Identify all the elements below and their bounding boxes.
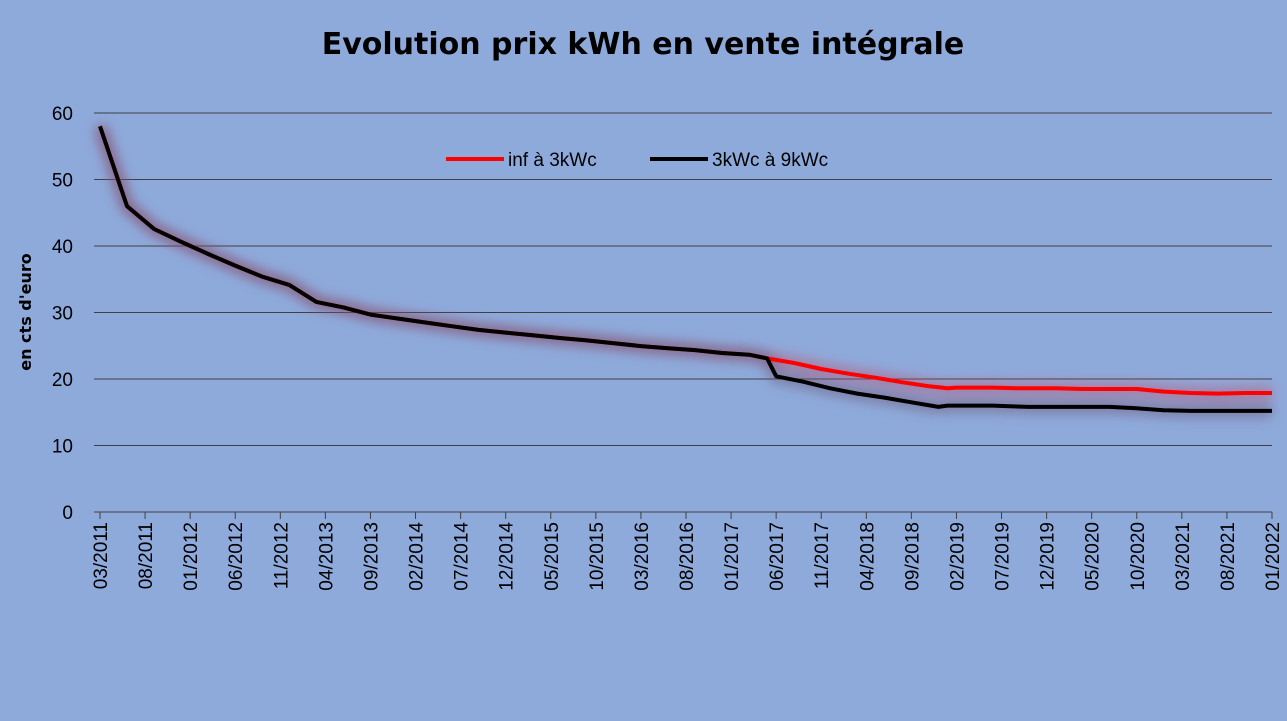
x-tick-label: 02/2014 xyxy=(407,522,428,591)
y-tick-label: 10 xyxy=(52,437,73,458)
x-tick-label: 10/2015 xyxy=(587,522,608,591)
legend-label: inf à 3kWc xyxy=(508,150,597,171)
x-tick-label: 01/2022 xyxy=(1263,522,1284,591)
x-tick-label: 07/2014 xyxy=(452,522,473,591)
y-axis-label: en cts d'euro xyxy=(16,253,35,371)
x-tick-label: 03/2016 xyxy=(632,522,653,591)
series-line-3-9kwc xyxy=(98,125,1272,413)
y-tick-label: 30 xyxy=(52,304,73,325)
x-tick-label: 08/2016 xyxy=(677,522,698,591)
y-axis-ticks: 0 10 20 30 40 50 60 xyxy=(52,104,73,524)
x-tick-label: 05/2015 xyxy=(542,522,563,591)
x-tick-label: 02/2019 xyxy=(947,522,968,591)
x-tick-label: 04/2018 xyxy=(857,522,878,591)
legend: inf à 3kWc 3kWc à 9kWc xyxy=(446,150,828,171)
x-tick-label: 11/2012 xyxy=(271,522,292,589)
legend-label: 3kWc à 9kWc xyxy=(712,150,828,171)
gridlines xyxy=(94,112,1272,446)
series-glow xyxy=(94,124,1272,417)
x-tick-label: 12/2014 xyxy=(497,522,518,591)
x-tick-label: 12/2019 xyxy=(1038,522,1059,591)
x-tick-label: 03/2011 xyxy=(91,522,112,589)
series-lines xyxy=(98,125,1272,413)
x-tick-label: 03/2021 xyxy=(1173,522,1194,591)
y-tick-label: 20 xyxy=(52,370,73,391)
x-tick-label: 04/2013 xyxy=(316,522,337,591)
x-tick-label: 07/2019 xyxy=(993,522,1014,591)
x-tick-label: 01/2017 xyxy=(722,522,743,591)
x-tick-label: 06/2012 xyxy=(226,522,247,591)
y-tick-label: 50 xyxy=(52,171,73,192)
chart-title: Evolution prix kWh en vente intégrale xyxy=(322,27,965,62)
series-glow-line xyxy=(94,124,1272,417)
x-tick-label: 06/2017 xyxy=(767,522,788,591)
x-tick-label: 08/2011 xyxy=(136,522,157,589)
y-tick-label: 60 xyxy=(52,104,73,125)
x-tick-label: 10/2020 xyxy=(1128,522,1149,591)
x-tick-label: 09/2013 xyxy=(361,522,382,591)
x-tick-label: 11/2017 xyxy=(812,522,833,589)
x-tick-label: 08/2021 xyxy=(1218,522,1239,591)
x-tick-label: 09/2018 xyxy=(902,522,923,591)
x-tick-label: 01/2012 xyxy=(181,522,202,591)
x-tick-label: 05/2020 xyxy=(1083,522,1104,591)
x-axis-ticks: 03/2011 08/2011 01/2012 06/2012 11/2012 04/20… xyxy=(91,512,1284,591)
y-tick-label: 40 xyxy=(52,237,73,258)
y-tick-label: 0 xyxy=(62,503,73,524)
